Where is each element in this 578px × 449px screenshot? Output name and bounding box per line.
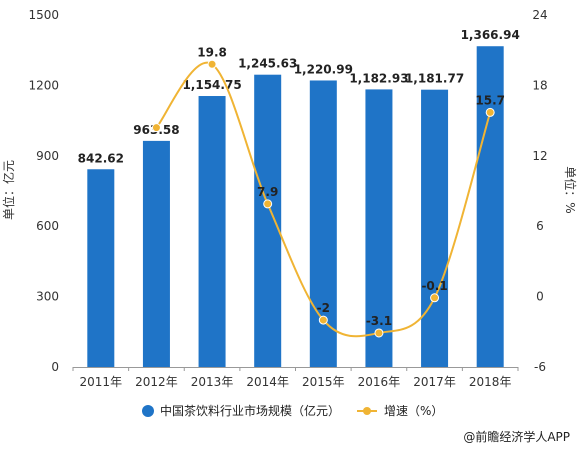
bar	[198, 96, 226, 367]
bar-data-labels: 842.62963.581,154.751,245.631,220.991,18…	[78, 28, 520, 165]
bar-value-label: 1,245.63	[238, 57, 297, 71]
source-credit: @前瞻经济学人APP	[463, 429, 570, 444]
growth-value-label: 19.8	[197, 45, 227, 59]
y-right-tick-label: 18	[532, 78, 547, 92]
y-left-tick-label: 900	[36, 149, 59, 163]
growth-value-label: 7.9	[257, 185, 278, 199]
y-right-tick-label: 6	[536, 219, 544, 233]
y-left-tick-label: 300	[36, 290, 59, 304]
bar	[421, 89, 449, 367]
y-right-tick-label: 12	[532, 149, 547, 163]
legend-line-dot	[363, 407, 371, 415]
bar	[476, 46, 504, 368]
growth-value-label: -2	[317, 301, 330, 315]
x-tick-label: 2013年	[191, 375, 234, 389]
legend-bar-marker	[142, 405, 154, 417]
bar-value-label: 1,181.77	[405, 72, 464, 86]
y-left-tick-label: 600	[36, 219, 59, 233]
y-right-tick-label: 0	[536, 290, 544, 304]
growth-point	[430, 293, 440, 303]
bar-value-label: 842.62	[78, 151, 124, 165]
bar-value-label: 1,182.93	[349, 71, 408, 85]
bar-series	[87, 46, 504, 368]
growth-point	[485, 107, 495, 117]
y-right-tick-label: -6	[534, 360, 546, 374]
x-tick-label: 2018年	[469, 375, 512, 389]
growth-point	[374, 328, 384, 338]
bar-value-label: 1,366.94	[461, 28, 520, 42]
right-axis-ticks: -6 0 6 12 18 24	[532, 8, 547, 374]
x-tick-label: 2016年	[358, 375, 401, 389]
growth-value-label: -0.1	[421, 279, 447, 293]
bar	[254, 74, 282, 367]
growth-value-label: 15.7	[475, 93, 505, 107]
y-left-tick-label: 0	[51, 360, 59, 374]
growth-point	[151, 123, 161, 133]
legend-bar-label: 中国茶饮料行业市场规模（亿元）	[160, 403, 340, 418]
left-axis-ticks: 0 300 600 900 1200 1500	[28, 8, 59, 374]
growth-data-labels: 19.8 7.9 -2 -3.1 -0.1 15.7	[197, 45, 505, 328]
legend-line-label: 增速（%）	[384, 404, 443, 418]
bar-value-label: 1,154.75	[182, 78, 241, 92]
y-right-title: 单位：%	[563, 166, 578, 213]
bar-value-label: 1,220.99	[294, 62, 353, 76]
y-left-title: 单位：亿元	[1, 160, 16, 220]
growth-point	[207, 59, 217, 69]
y-right-tick-label: 24	[532, 8, 547, 22]
growth-point	[263, 199, 273, 209]
x-axis-ticks: 2011年 2012年 2013年 2014年 2015年 2016年 2017年 2018年	[72, 367, 519, 389]
x-tick-label: 2017年	[413, 375, 456, 389]
y-left-tick-label: 1500	[28, 8, 59, 22]
x-tick-label: 2011年	[80, 375, 123, 389]
growth-point	[318, 315, 328, 325]
x-tick-label: 2014年	[246, 375, 289, 389]
legend: 中国茶饮料行业市场规模（亿元） 增速（%）	[142, 403, 443, 418]
x-tick-label: 2015年	[302, 375, 345, 389]
bar	[87, 169, 115, 367]
y-left-tick-label: 1200	[28, 78, 59, 92]
x-tick-label: 2012年	[135, 375, 178, 389]
bar	[142, 140, 170, 367]
bar	[365, 89, 393, 367]
growth-value-label: -3.1	[366, 314, 392, 328]
growth-line-series	[151, 59, 495, 338]
